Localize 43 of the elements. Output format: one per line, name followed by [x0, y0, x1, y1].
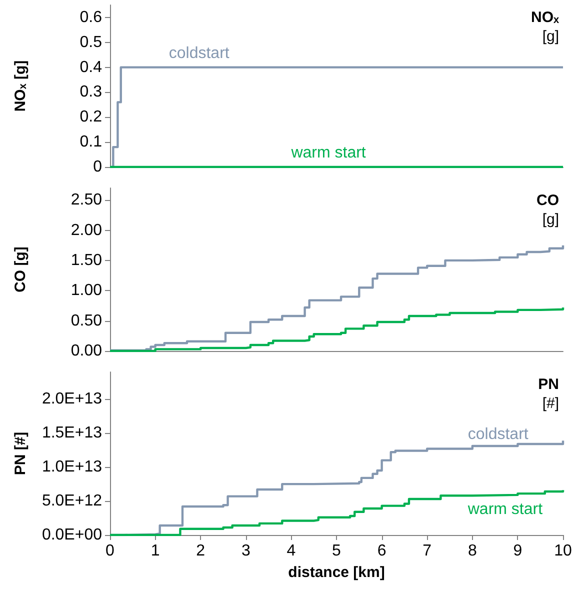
y-tick-label: 0.6 — [80, 8, 102, 26]
text: [g] — [542, 211, 560, 228]
y-tick-label: 0.5 — [80, 34, 102, 51]
series-label: coldstart — [168, 44, 230, 62]
y-tick-label: 0 — [93, 158, 102, 176]
x-tick-label: 6 — [377, 542, 386, 560]
y-axis-title: PN [#] — [12, 432, 29, 476]
series-label: warm start — [466, 501, 544, 518]
x-tick-label: 2 — [196, 542, 206, 560]
x-tick-label: 8 — [468, 542, 477, 560]
y-tick-label: 1.0E+13 — [42, 458, 102, 476]
text: [g] — [542, 28, 560, 45]
y-tick-label: 0.50 — [70, 312, 102, 330]
x-tick-label: 10 — [554, 542, 572, 560]
x-tick-label: 3 — [241, 542, 250, 560]
y-tick-label: 0.0E+00 — [42, 526, 102, 544]
x-tick-label: 9 — [513, 542, 522, 560]
chart-title: NOₓ — [531, 9, 560, 26]
y-tick-label: 2.50 — [70, 192, 102, 209]
x-tick-label: 0 — [106, 542, 115, 560]
x-tick-label: 4 — [286, 542, 296, 560]
y-tick-label: 1.50 — [70, 252, 102, 269]
y-tick-label: 1.00 — [70, 282, 102, 300]
x-tick-label: 5 — [332, 542, 342, 560]
y-tick-label: 5.0E+12 — [42, 492, 102, 510]
y-tick-label: 0.00 — [70, 342, 102, 360]
y-tick-label: 2.0E+13 — [42, 390, 102, 408]
x-axis-title: distance [km] — [288, 564, 385, 581]
text: [#] — [542, 395, 560, 412]
y-tick-label: 1.5E+13 — [42, 424, 102, 442]
y-axis-title: CO [g] — [12, 246, 29, 292]
chart-title: CO — [536, 192, 560, 209]
chart-title: PN — [538, 376, 560, 393]
x-tick-label: 1 — [150, 542, 160, 560]
series-label: warm start — [290, 144, 366, 162]
y-axis-title: NOₓ [g] — [12, 60, 29, 112]
y-tick-label: 0.2 — [80, 108, 102, 126]
y-tick-label: 0.3 — [80, 84, 102, 101]
y-tick-label: 0.4 — [80, 58, 102, 76]
x-tick-label: 7 — [422, 542, 432, 560]
y-tick-label: 0.1 — [80, 134, 102, 151]
y-tick-label: 2.00 — [70, 222, 102, 239]
series-label: coldstart — [468, 426, 529, 444]
